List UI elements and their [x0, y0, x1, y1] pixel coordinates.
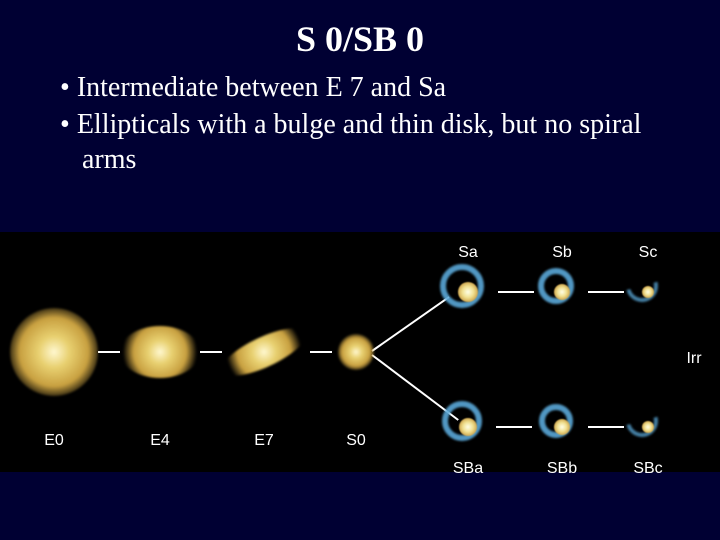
galaxy-sbb-core [554, 419, 570, 435]
bullet-list: Intermediate between E 7 and Sa Elliptic… [0, 70, 720, 177]
galaxy-e4 [120, 326, 200, 378]
connector-line [496, 426, 532, 428]
galaxy-sba-core [459, 418, 477, 436]
connector-line [588, 426, 624, 428]
galaxy-label: SBa [453, 460, 483, 478]
slide-title: S 0/SB 0 [0, 0, 720, 70]
galaxy-sbc-core [642, 421, 654, 433]
galaxy-label: S0 [346, 432, 366, 450]
connector-line [498, 291, 534, 293]
galaxy-sa-core [458, 282, 478, 302]
galaxy-label: SBc [633, 460, 662, 478]
galaxy-e7 [216, 319, 312, 385]
galaxy-label: E4 [150, 432, 170, 450]
galaxy-sc-core [642, 286, 654, 298]
bullet-item: Ellipticals with a bulge and thin disk, … [60, 107, 680, 177]
connector-line [98, 351, 120, 353]
galaxy-label: SBb [547, 460, 577, 478]
galaxy-sc-ring [620, 264, 664, 308]
connector-line [310, 351, 332, 353]
galaxy-label: Sa [458, 244, 478, 262]
galaxy-label: Sc [639, 244, 658, 262]
galaxy-s0 [338, 334, 374, 370]
galaxy-sbc-ring [620, 399, 664, 443]
galaxy-label: E7 [254, 432, 274, 450]
galaxy-e0 [10, 308, 98, 396]
connector-line [200, 351, 222, 353]
galaxy-label: Sb [552, 244, 572, 262]
galaxy-label: E0 [44, 432, 64, 450]
connector-line [588, 291, 624, 293]
connector-line [371, 296, 449, 352]
galaxy-sb-core [554, 284, 570, 300]
galaxy-label-irr: Irr [686, 350, 701, 368]
bullet-item: Intermediate between E 7 and Sa [60, 70, 680, 105]
hubble-diagram: E0E4E7S0SaSbScSBaSBbSBcIrr [0, 232, 720, 472]
